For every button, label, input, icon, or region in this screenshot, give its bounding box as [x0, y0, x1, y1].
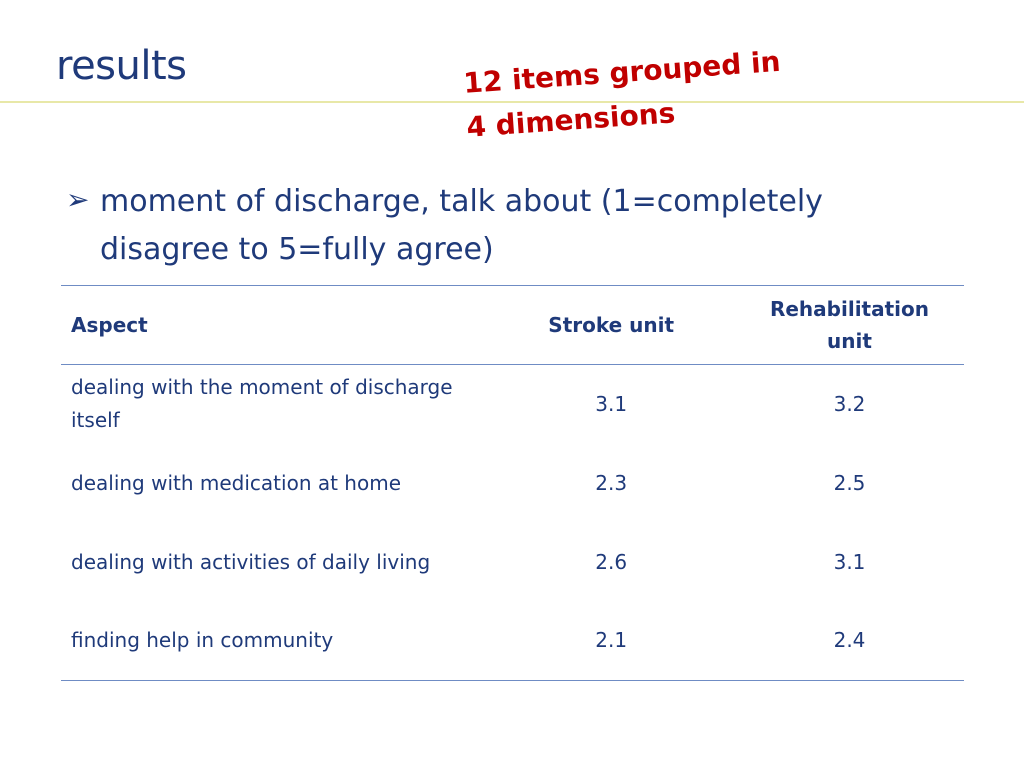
header-rehabilitation-unit: Rehabilitation unit	[735, 285, 964, 365]
cell-rehabilitation-unit: 2.5	[833, 470, 866, 495]
cell-aspect: dealing with medication at home	[71, 470, 401, 495]
bullet-text: moment of discharge, talk about (1=compl…	[100, 184, 823, 267]
table-row: dealing with the moment of discharge its…	[61, 365, 964, 444]
results-table: Aspect Stroke unit Rehabilitation unit d…	[61, 285, 964, 681]
cell-rehabilitation-unit: 3.2	[833, 391, 866, 416]
cell-aspect: dealing with activities of daily living	[71, 549, 431, 574]
cell-aspect: finding help in community	[61, 601, 488, 681]
cell-stroke-unit: 2.6	[595, 549, 628, 574]
title-divider	[0, 101, 1024, 103]
header-aspect: Aspect	[61, 285, 488, 365]
cell-aspect: dealing with the moment of discharge its…	[71, 375, 453, 433]
arrow-bullet-icon: ➢	[66, 184, 90, 215]
header-stroke-unit: Stroke unit	[487, 285, 735, 365]
callout-annotation: 12 items grouped in 4 dimensions	[462, 44, 782, 144]
cell-stroke-unit: 3.1	[595, 391, 628, 416]
cell-stroke-unit: 2.3	[595, 470, 628, 495]
table-row: dealing with medication at home 2.3 2.5	[61, 444, 964, 523]
slide-title: results	[56, 43, 187, 89]
table-row: finding help in community 2.1 2.4	[61, 601, 964, 681]
table-header-row: Aspect Stroke unit Rehabilitation unit	[61, 285, 964, 365]
cell-stroke-unit: 2.1	[487, 601, 735, 681]
cell-rehabilitation-unit: 2.4	[735, 601, 964, 681]
bullet-item: ➢ moment of discharge, talk about (1=com…	[66, 178, 966, 274]
cell-rehabilitation-unit: 3.1	[833, 549, 866, 574]
table-row: dealing with activities of daily living …	[61, 523, 964, 602]
